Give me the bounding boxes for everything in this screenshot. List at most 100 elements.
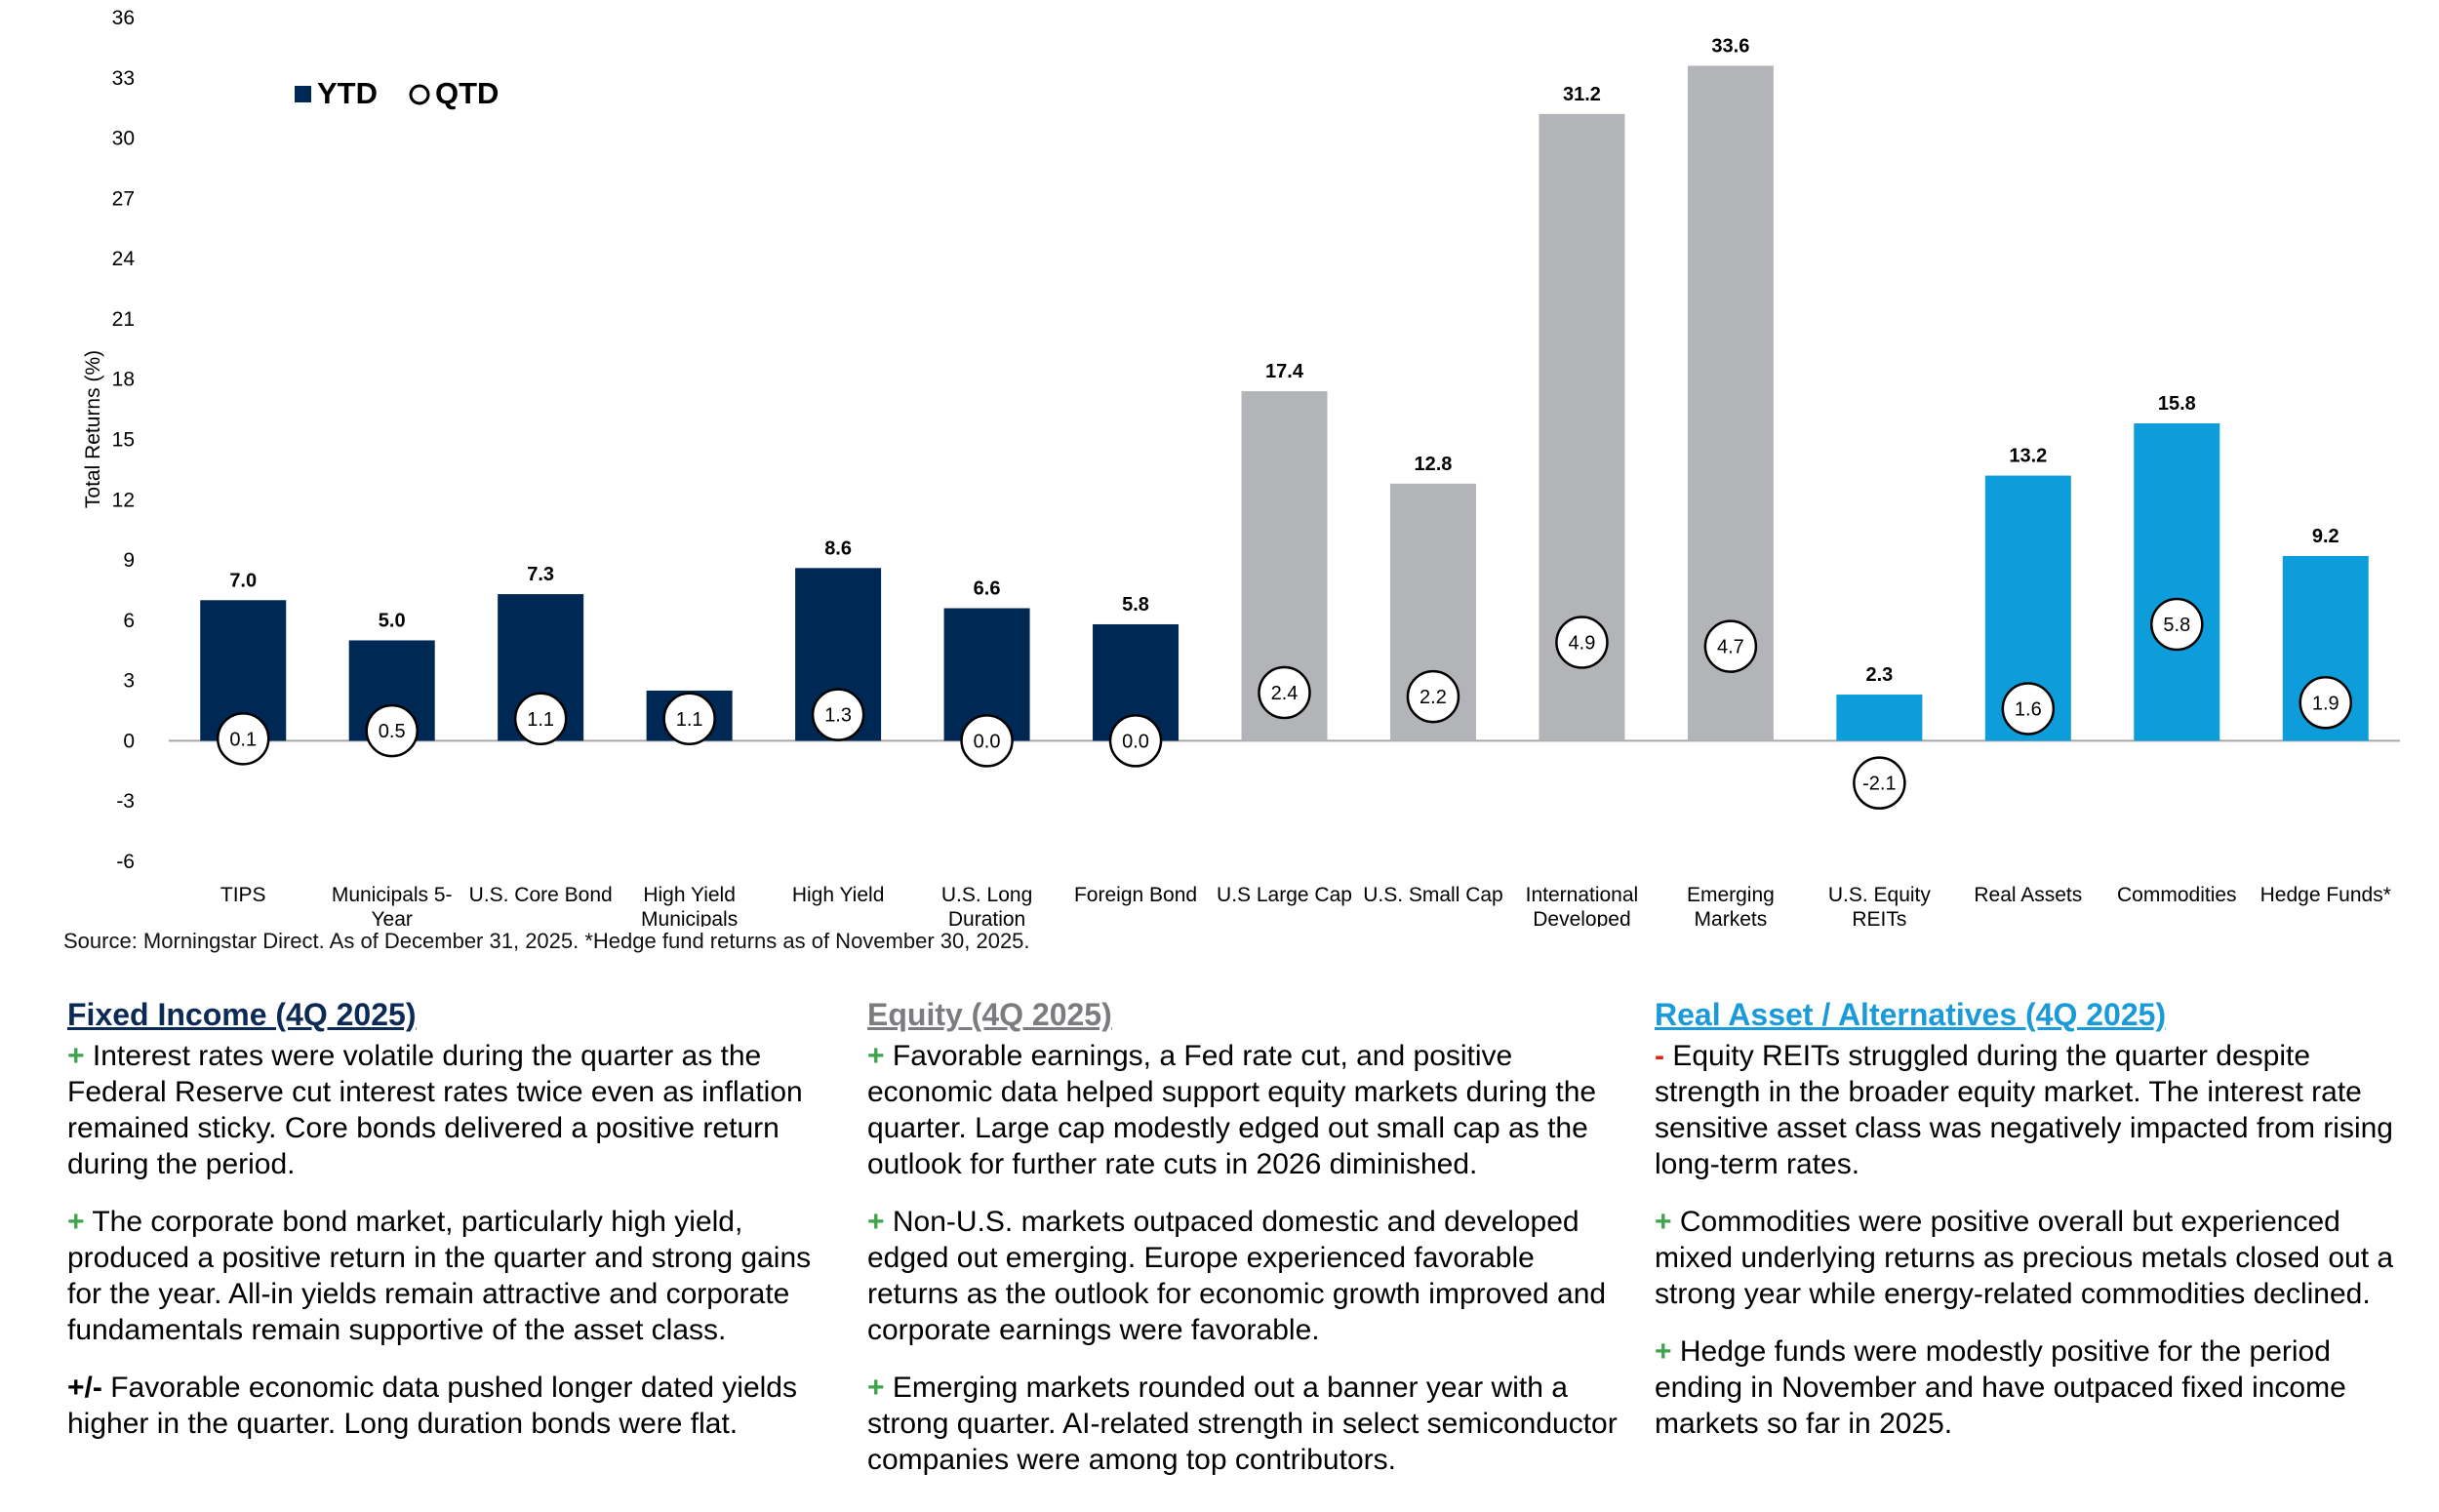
ytd-value-label: 7.0: [229, 570, 257, 591]
positive-mark: +: [867, 1372, 885, 1404]
commentary-item: + Emerging markets rounded out a banner …: [867, 1370, 1628, 1478]
qtd-value-label: -2.1: [1862, 774, 1896, 795]
qtd-value-label: 4.7: [1717, 637, 1744, 658]
y-tick-label: 12: [112, 489, 135, 511]
ytd-value-label: 9.2: [2312, 526, 2339, 547]
category-label: Commodities: [2117, 884, 2237, 906]
category-labels: TIPS Municipals 5-Year U.S. Core Bond High …: [220, 884, 2391, 927]
legend-ytd-label: YTD: [317, 76, 378, 110]
qtd-value-label: 1.1: [527, 709, 554, 731]
qtd-value-label: 5.8: [2163, 615, 2190, 636]
category-label: U.S. Equity REITs: [1828, 884, 1932, 927]
ytd-bar: [2134, 423, 2220, 741]
qtd-value-label: 1.1: [676, 709, 703, 731]
ytd-value-label: 13.2: [2009, 446, 2047, 467]
positive-mark: +: [867, 1206, 885, 1238]
commentary-text: Favorable economic data pushed longer da…: [67, 1372, 797, 1440]
ytd-value-label: 15.8: [2158, 393, 2196, 415]
positive-mark: +: [67, 1040, 85, 1072]
qtd-marker: [1853, 756, 1906, 810]
qtd-marker: [662, 692, 716, 746]
qtd-marker: [1555, 616, 1609, 669]
commentary-item: + Hedge funds were modestly positive for…: [1655, 1333, 2416, 1442]
commentary-item: + Favorable earnings, a Fed rate cut, an…: [867, 1038, 1628, 1182]
commentary-item: + Commodities were positive overall but …: [1655, 1204, 2416, 1312]
qtd-marker: [365, 703, 419, 758]
qtd-marker-layer: 0.1 0.5 1.1 1.1 1.3 0.0 0.0 2.4 2.2 4.9 4.7 -2.1 1.6…: [216, 597, 2353, 810]
ytd-value-label: 17.4: [1265, 361, 1304, 382]
positive-mark: +: [1655, 1206, 1672, 1238]
source-note: Source: Morningstar Direct. As of Decemb…: [63, 929, 1030, 953]
positive-mark: +: [1655, 1335, 1672, 1368]
y-tick-label: 9: [123, 549, 135, 572]
positive-mark: +: [867, 1040, 885, 1072]
qtd-value-label: 1.3: [824, 705, 852, 727]
qtd-marker: [960, 714, 1014, 768]
qtd-value-label: 2.4: [1271, 683, 1299, 704]
qtd-marker: [216, 712, 270, 766]
category-label: Emerging Markets: [1687, 884, 1775, 927]
category-label: U.S. Small Cap: [1363, 884, 1503, 906]
real-assets-commentary: Real Asset / Alternatives (4Q 2025) - Eq…: [1655, 995, 2416, 1463]
fixed-income-title: Fixed Income (4Q 2025): [67, 997, 417, 1032]
y-tick-label: 24: [112, 248, 136, 270]
qtd-value-label: 0.0: [974, 731, 1001, 752]
y-tick-label: 33: [112, 67, 135, 90]
category-label: High Yield: [792, 884, 885, 906]
commentary-item: + Non-U.S. markets outpaced domestic and…: [867, 1204, 1628, 1348]
qtd-marker: [2299, 676, 2353, 730]
qtd-value-label: 0.5: [379, 721, 406, 742]
qtd-marker: [513, 692, 568, 746]
category-label: Foreign Bond: [1074, 884, 1197, 906]
y-tick-label: 30: [112, 128, 135, 150]
bar-layer: 7.0 5.0 7.3 8.6 6.6 5.8 17.4 12.8 31.2 33.6 2.3 13.…: [200, 35, 2369, 741]
category-label: Hedge Funds*: [2260, 884, 2391, 906]
y-tick-label: 6: [123, 610, 135, 632]
ytd-value-label: 5.8: [1122, 594, 1149, 616]
y-tick-label: 18: [112, 369, 135, 391]
y-tick-label: -3: [116, 790, 135, 813]
category-label: U.S Large Cap: [1217, 884, 1352, 906]
commentary-text: Favorable earnings, a Fed rate cut, and …: [867, 1040, 1597, 1180]
ytd-value-label: 12.8: [1414, 454, 1452, 475]
qtd-marker: [2150, 597, 2204, 652]
qtd-value-label: 2.2: [1419, 687, 1447, 708]
commentary-item: + The corporate bond market, particularl…: [67, 1204, 814, 1348]
qtd-marker: [1406, 669, 1460, 724]
real-assets-title: Real Asset / Alternatives (4Q 2025): [1655, 997, 2167, 1032]
category-label: TIPS: [220, 884, 266, 906]
ytd-value-label: 6.6: [974, 578, 1001, 600]
category-label: High Yield Municipals: [641, 884, 738, 927]
commentary-item: +/- Favorable economic data pushed longe…: [67, 1370, 814, 1442]
qtd-marker: [1258, 665, 1311, 720]
y-tick-label: 3: [123, 670, 135, 693]
commentary-text: Commodities were positive overall but ex…: [1655, 1206, 2394, 1310]
y-tick-label: 21: [112, 308, 135, 331]
fixed-income-commentary: Fixed Income (4Q 2025) + Interest rates …: [67, 995, 814, 1463]
positive-mark: +: [67, 1206, 85, 1238]
qtd-value-label: 0.0: [1122, 731, 1149, 752]
commentary-text: Emerging markets rounded out a banner ye…: [867, 1372, 1618, 1476]
qtd-marker: [811, 688, 865, 741]
qtd-value-label: 1.6: [2015, 698, 2042, 720]
mixed-mark: +/-: [67, 1372, 102, 1404]
y-axis-label: Total Returns (%): [82, 350, 104, 508]
category-label: Municipals 5-Year: [332, 884, 453, 927]
category-label: U.S. Long Duration: [941, 884, 1032, 927]
y-tick-label: 15: [112, 429, 135, 452]
commentary-text: The corporate bond market, particularly …: [67, 1206, 812, 1346]
commentary-item: + Interest rates were volatile during th…: [67, 1038, 814, 1182]
qtd-value-label: 1.9: [2312, 693, 2339, 714]
y-tick-label: 27: [112, 187, 135, 210]
y-tick-label: 0: [123, 730, 135, 752]
legend-qtd-label: QTD: [435, 76, 499, 110]
qtd-marker: [1703, 619, 1758, 673]
y-tick-label: -6: [116, 851, 135, 873]
category-label: Real Assets: [1974, 884, 2082, 906]
legend-ytd-swatch: [295, 86, 311, 102]
commentary-text: Hedge funds were modestly positive for t…: [1655, 1335, 2346, 1440]
ytd-value-label: 31.2: [1563, 84, 1601, 105]
legend: YTD QTD: [295, 76, 499, 110]
category-label: International Developed: [1526, 884, 1639, 927]
